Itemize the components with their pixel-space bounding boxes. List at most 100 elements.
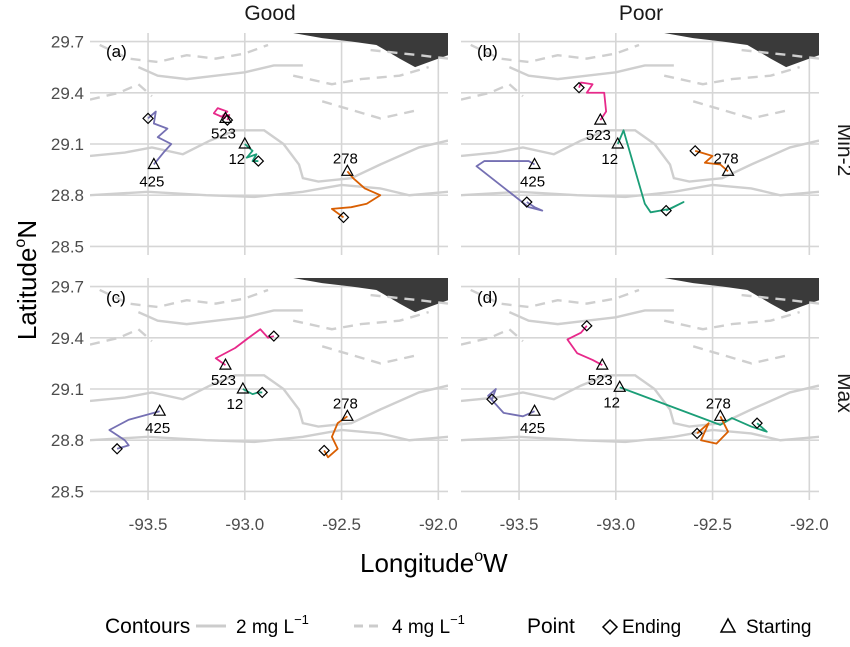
x-tick-label-0-2: -92.5 <box>322 515 361 534</box>
y-tick-label-0-2: 29.1 <box>51 135 84 154</box>
drifter-label-278: 278 <box>714 150 739 167</box>
track-523 <box>578 81 608 121</box>
contour-solid-1 <box>461 183 819 199</box>
drifter-label-425: 425 <box>145 420 170 437</box>
contour-dashed-1 <box>461 82 524 101</box>
panel-plot-area: 425 523 12 278 <box>461 33 819 255</box>
track-425 <box>475 160 544 212</box>
contour-solid-2 <box>508 64 674 81</box>
track-278 <box>330 170 382 219</box>
track-523 <box>566 325 603 366</box>
end-marker-278 <box>691 427 703 440</box>
legend-starting-label: Starting <box>746 617 811 638</box>
end-marker-523 <box>573 81 585 94</box>
y-axis-title: LatitudeoN <box>12 220 42 340</box>
contour-dashed-0 <box>470 288 640 309</box>
y-tick-label-0-0: 28.5 <box>51 237 84 256</box>
end-marker-523 <box>267 330 280 342</box>
track-12 <box>616 129 685 214</box>
x-tick-label-1-3: -92.0 <box>790 515 829 534</box>
drifter-label-278: 278 <box>706 395 731 412</box>
end-marker-425 <box>111 442 123 455</box>
column-strip-poor: Poor <box>619 2 663 25</box>
contour-solid-1 <box>461 428 819 444</box>
contour-dashed-1 <box>90 82 153 101</box>
x-tick-label-1-0: -93.5 <box>500 515 539 534</box>
contour-solid-2 <box>137 64 303 81</box>
legend-starting-marker <box>719 617 737 633</box>
y-tick-label-1-1: 28.8 <box>51 431 84 450</box>
contour-dashed-4 <box>741 48 819 60</box>
contour-dashed-4 <box>741 293 819 305</box>
contour-dashed-4 <box>370 48 448 60</box>
start-marker-523 <box>218 357 232 370</box>
contour-solid-1 <box>90 428 448 444</box>
contour-dashed-2 <box>292 311 429 331</box>
contour-solid-0 <box>461 129 819 183</box>
row-strip-max: Max <box>833 373 850 413</box>
x-axis-title: LongitudeoW <box>360 548 508 578</box>
track-425 <box>147 110 173 166</box>
start-marker-278 <box>721 164 735 176</box>
x-tick-label-0-1: -93.0 <box>225 515 264 534</box>
x-tick-label-0-3: -92.0 <box>419 515 458 534</box>
start-marker-278 <box>713 409 727 421</box>
legend-point-title: Point <box>527 615 575 638</box>
coastline-land <box>293 278 448 313</box>
legend-ending-label: Ending <box>622 617 681 638</box>
contour-dashed-2 <box>292 66 429 86</box>
end-marker-425 <box>142 112 154 125</box>
column-strip-good: Good <box>244 2 295 25</box>
contour-dashed-0 <box>99 288 269 309</box>
legend-solid-unit-sup: −1 <box>294 612 309 627</box>
end-marker-523 <box>221 114 234 126</box>
end-marker-523 <box>580 319 593 332</box>
contour-solid-1 <box>90 183 448 199</box>
end-marker-278 <box>318 444 330 457</box>
contour-dashed-2 <box>663 66 800 86</box>
contour-solid-2 <box>137 309 303 326</box>
x-axis-title-main: Longitude <box>360 548 474 578</box>
start-marker-523 <box>593 112 607 125</box>
row-strip-min-2: Min-2 <box>833 124 850 177</box>
drifter-label-12: 12 <box>227 396 244 413</box>
y-tick-label-1-2: 29.1 <box>51 380 84 399</box>
drifter-label-425: 425 <box>520 420 545 437</box>
track-12 <box>619 386 768 433</box>
panel-tag-c: (c) <box>106 288 126 307</box>
track-523 <box>214 328 275 366</box>
contour-dashed-2 <box>663 311 800 331</box>
panel-a: 425 523 12 278 <box>90 33 448 255</box>
panel-tag-a: (a) <box>106 42 127 61</box>
track-523 <box>212 107 231 121</box>
end-marker-12 <box>252 155 265 167</box>
contour-dashed-0 <box>470 43 640 64</box>
track-425 <box>108 410 160 450</box>
panel-plot-area: 425 523 12 278 <box>461 278 819 500</box>
drifter-label-12: 12 <box>601 151 618 168</box>
drifter-label-12: 12 <box>603 394 620 411</box>
y-tick-label-1-0: 28.5 <box>51 482 84 501</box>
drifter-label-425: 425 <box>139 173 164 190</box>
panel-tag-b: (b) <box>477 42 498 61</box>
x-tick-label-1-1: -93.0 <box>596 515 635 534</box>
y-tick-label-0-4: 29.7 <box>51 33 84 52</box>
start-marker-278 <box>340 164 354 176</box>
contour-dashed-1 <box>90 327 153 346</box>
panel-tag-d: (d) <box>477 288 498 307</box>
legend-dashed-label: 4 mg L−1 <box>392 612 465 638</box>
start-marker-523 <box>595 357 609 370</box>
drifter-label-278: 278 <box>333 395 358 412</box>
panel-b: 425 523 12 278 <box>461 33 819 255</box>
drifter-label-425: 425 <box>520 173 545 190</box>
panels-layer: 425 523 12 278 425 523 12 278 425 523 12 278 425 523 1… <box>51 33 829 534</box>
start-marker-425 <box>528 157 542 170</box>
contour-solid-0 <box>461 374 819 428</box>
drifter-label-278: 278 <box>333 150 358 167</box>
drifter-label-523: 523 <box>588 372 613 389</box>
drifter-label-523: 523 <box>586 127 611 144</box>
contour-solid-0 <box>90 129 448 183</box>
legend: Contours 2 mg L−1 4 mg L−1 Point Ending … <box>105 612 811 638</box>
end-marker-278 <box>337 211 350 224</box>
